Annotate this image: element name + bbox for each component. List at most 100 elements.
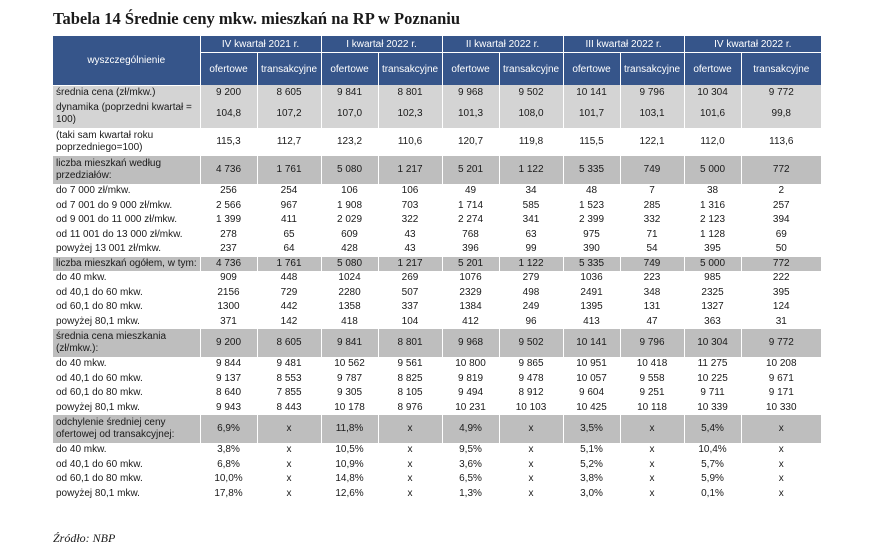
cell-transakcyjne: 9 251 bbox=[619, 386, 685, 401]
cell-ofertowe: 2156 bbox=[199, 285, 257, 300]
cell-transakcyjne: 8 443 bbox=[256, 400, 322, 415]
table-row: od 40,1 do 60 mkw. 6,8% x 10,9% x 3,6% x 5,2% x 5… bbox=[53, 457, 822, 472]
cell-transakcyjne: x bbox=[498, 443, 564, 458]
cell-transakcyjne: 9 796 bbox=[619, 329, 685, 357]
cell-transakcyjne: 394 bbox=[740, 213, 822, 228]
cell-ofertowe: 38 bbox=[683, 184, 742, 199]
cell-transakcyjne: 1 217 bbox=[377, 256, 443, 271]
cell-ofertowe: 10 225 bbox=[683, 371, 742, 386]
cell-transakcyjne: 322 bbox=[377, 213, 443, 228]
cell-transakcyjne: 772 bbox=[740, 156, 822, 184]
cell-transakcyjne: 222 bbox=[740, 271, 822, 286]
table-row: od 60,1 do 80 mkw. 8 640 7 855 9 305 8 105 9 … bbox=[53, 386, 822, 401]
cell-transakcyjne: x bbox=[498, 486, 564, 501]
cell-ofertowe: 5 080 bbox=[320, 256, 379, 271]
row-label: od 40,1 do 60 mkw. bbox=[53, 285, 200, 300]
cell-ofertowe: 9 819 bbox=[441, 371, 500, 386]
row-label: odchylenie średniej ceny ofertowej od tr… bbox=[53, 415, 200, 443]
cell-transakcyjne: x bbox=[498, 472, 564, 487]
cell-transakcyjne: 10 208 bbox=[740, 357, 822, 372]
cell-transakcyjne: 1 122 bbox=[498, 156, 564, 184]
cell-transakcyjne: 8 605 bbox=[256, 85, 322, 100]
cell-ofertowe: 2 399 bbox=[562, 213, 621, 228]
table-row: dynamika (poprzedni kwartał = 100) 104,8 1… bbox=[53, 100, 822, 128]
table-row: powyżej 13 001 zł/mkw. 237 64 428 43 396 99 390… bbox=[53, 242, 822, 257]
cell-transakcyjne: 9 772 bbox=[740, 85, 822, 100]
cell-ofertowe: 418 bbox=[320, 314, 379, 329]
cell-transakcyjne: 47 bbox=[619, 314, 685, 329]
cell-transakcyjne: 498 bbox=[498, 285, 564, 300]
cell-ofertowe: 3,8% bbox=[562, 472, 621, 487]
cell-transakcyjne: x bbox=[377, 415, 443, 443]
cell-ofertowe: 101,7 bbox=[562, 100, 621, 128]
row-label: średnia cena (zł/mkw.) bbox=[53, 85, 200, 100]
cell-transakcyjne: 442 bbox=[256, 300, 322, 315]
cell-transakcyjne: 9 561 bbox=[377, 357, 443, 372]
table-row: średnia cena mieszkania (zł/mkw.): 9 200 8… bbox=[53, 329, 822, 357]
cell-ofertowe: 0,1% bbox=[683, 486, 742, 501]
row-label: średnia cena mieszkania (zł/mkw.): bbox=[53, 329, 200, 357]
cell-ofertowe: 4,9% bbox=[441, 415, 500, 443]
header-transakcyjne: transakcyjne bbox=[377, 52, 443, 85]
cell-ofertowe: 5,4% bbox=[683, 415, 742, 443]
header-transakcyjne: transakcyjne bbox=[619, 52, 685, 85]
cell-transakcyjne: 8 605 bbox=[256, 329, 322, 357]
row-label: od 40,1 do 60 mkw. bbox=[53, 371, 200, 386]
cell-transakcyjne: 71 bbox=[619, 227, 685, 242]
table-body: średnia cena (zł/mkw.) 9 200 8 605 9 841 8 8… bbox=[53, 85, 822, 501]
cell-ofertowe: 123,2 bbox=[320, 128, 379, 156]
cell-transakcyjne: 31 bbox=[740, 314, 822, 329]
cell-transakcyjne: 729 bbox=[256, 285, 322, 300]
cell-transakcyjne: 9 671 bbox=[740, 371, 822, 386]
cell-transakcyjne: 10 418 bbox=[619, 357, 685, 372]
row-label: powyżej 13 001 zł/mkw. bbox=[53, 242, 200, 257]
header-period: IV kwartał 2021 r. bbox=[199, 36, 322, 53]
cell-transakcyjne: 119,8 bbox=[498, 128, 564, 156]
cell-transakcyjne: 257 bbox=[740, 198, 822, 213]
cell-ofertowe: 1358 bbox=[320, 300, 379, 315]
header-transakcyjne: transakcyjne bbox=[256, 52, 322, 85]
cell-transakcyjne: 448 bbox=[256, 271, 322, 286]
table-row: do 40 mkw. 909 448 1024 269 1076 279 1036 223 985… bbox=[53, 271, 822, 286]
cell-ofertowe: 1300 bbox=[199, 300, 257, 315]
table-row: od 40,1 do 60 mkw. 2156 729 2280 507 2329 498 2… bbox=[53, 285, 822, 300]
cell-ofertowe: 9 841 bbox=[320, 329, 379, 357]
cell-transakcyjne: 103,1 bbox=[619, 100, 685, 128]
cell-ofertowe: 9 604 bbox=[562, 386, 621, 401]
table-row: do 40 mkw. 9 844 9 481 10 562 9 561 10 800 9 8… bbox=[53, 357, 822, 372]
cell-transakcyjne: x bbox=[619, 443, 685, 458]
cell-transakcyjne: 107,2 bbox=[256, 100, 322, 128]
cell-transakcyjne: 703 bbox=[377, 198, 443, 213]
cell-ofertowe: 1 908 bbox=[320, 198, 379, 213]
cell-ofertowe: 10 562 bbox=[320, 357, 379, 372]
cell-ofertowe: 5 201 bbox=[441, 256, 500, 271]
cell-ofertowe: 10,5% bbox=[320, 443, 379, 458]
cell-ofertowe: 9 841 bbox=[320, 85, 379, 100]
cell-ofertowe: 12,6% bbox=[320, 486, 379, 501]
cell-transakcyjne: x bbox=[740, 457, 822, 472]
cell-ofertowe: 2 566 bbox=[199, 198, 257, 213]
cell-transakcyjne: x bbox=[740, 486, 822, 501]
cell-transakcyjne: 8 976 bbox=[377, 400, 443, 415]
cell-ofertowe: 278 bbox=[199, 227, 257, 242]
header-ofertowe: ofertowe bbox=[441, 52, 500, 85]
cell-transakcyjne: 65 bbox=[256, 227, 322, 242]
cell-ofertowe: 1327 bbox=[683, 300, 742, 315]
cell-ofertowe: 371 bbox=[199, 314, 257, 329]
cell-transakcyjne: 54 bbox=[619, 242, 685, 257]
cell-ofertowe: 1 399 bbox=[199, 213, 257, 228]
cell-transakcyjne: 10 118 bbox=[619, 400, 685, 415]
cell-transakcyjne: 7 bbox=[619, 184, 685, 199]
cell-ofertowe: 768 bbox=[441, 227, 500, 242]
table-row: powyżej 80,1 mkw. 9 943 8 443 10 178 8 976 10… bbox=[53, 400, 822, 415]
cell-ofertowe: 395 bbox=[683, 242, 742, 257]
table-row: do 7 000 zł/mkw. 256 254 106 106 49 34 48 7 38 2 bbox=[53, 184, 822, 199]
cell-ofertowe: 107,0 bbox=[320, 100, 379, 128]
cell-ofertowe: 1036 bbox=[562, 271, 621, 286]
cell-ofertowe: 10,9% bbox=[320, 457, 379, 472]
cell-transakcyjne: 10 330 bbox=[740, 400, 822, 415]
cell-ofertowe: 9 711 bbox=[683, 386, 742, 401]
cell-transakcyjne: 142 bbox=[256, 314, 322, 329]
cell-ofertowe: 9 968 bbox=[441, 329, 500, 357]
cell-ofertowe: 115,3 bbox=[199, 128, 257, 156]
